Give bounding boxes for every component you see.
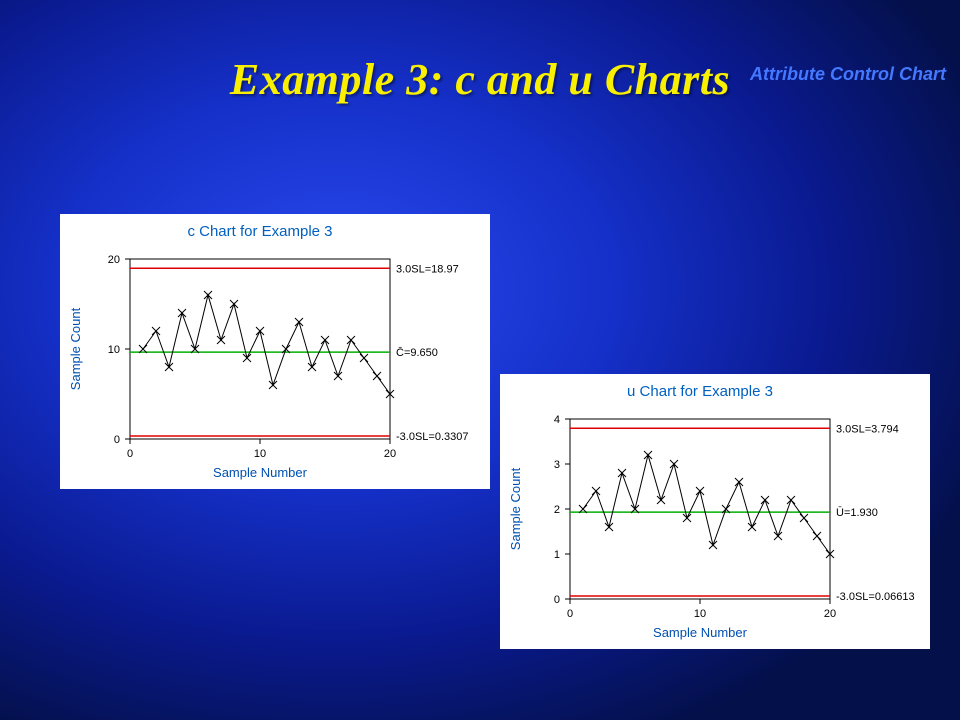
ytick-label: 2: [554, 504, 560, 516]
header-label: Attribute Control Chart: [750, 64, 946, 85]
chart-title: c Chart for Example 3: [187, 223, 332, 240]
xtick-label: 10: [694, 608, 706, 620]
xtick-label: 0: [127, 448, 133, 460]
ylabel: Sample Count: [68, 307, 83, 390]
series-line: [143, 295, 390, 394]
ytick-label: 0: [554, 594, 560, 606]
control-label-lcl: -3.0SL=0.3307: [396, 431, 468, 443]
control-label-lcl: -3.0SL=0.06613: [836, 591, 915, 603]
control-label-center: C̄=9.650: [396, 346, 438, 359]
xtick-label: 20: [824, 608, 836, 620]
plot-border: [130, 259, 390, 439]
u-chart-panel: u Chart for Example 3 0 10 20 0 1 2 3 4 Sample Nu…: [500, 374, 930, 649]
series-line: [583, 455, 830, 554]
ylabel: Sample Count: [508, 467, 523, 550]
ytick-label: 20: [108, 254, 120, 266]
c-chart-panel: c Chart for Example 3 0 10 20 0 10 20 Sample Nu…: [60, 214, 490, 489]
ytick-label: 3: [554, 459, 560, 471]
xtick-label: 0: [567, 608, 573, 620]
xtick-label: 20: [384, 448, 396, 460]
ytick-label: 10: [108, 344, 120, 356]
control-label-ucl: 3.0SL=18.97: [396, 263, 459, 275]
ytick-label: 1: [554, 549, 560, 561]
plot-border: [570, 419, 830, 599]
chart-svg: c Chart for Example 3 0 10 20 0 10 20 Sample Nu…: [60, 214, 490, 489]
xlabel: Sample Number: [213, 465, 308, 480]
ytick-label: 0: [114, 434, 120, 446]
ytick-label: 4: [554, 414, 560, 426]
chart-title: u Chart for Example 3: [627, 383, 773, 400]
xlabel: Sample Number: [653, 625, 748, 640]
chart-svg: u Chart for Example 3 0 10 20 0 1 2 3 4 Sample Nu…: [500, 374, 930, 649]
control-label-ucl: 3.0SL=3.794: [836, 423, 899, 435]
control-label-center: Ū=1.930: [836, 507, 878, 519]
xtick-label: 10: [254, 448, 266, 460]
